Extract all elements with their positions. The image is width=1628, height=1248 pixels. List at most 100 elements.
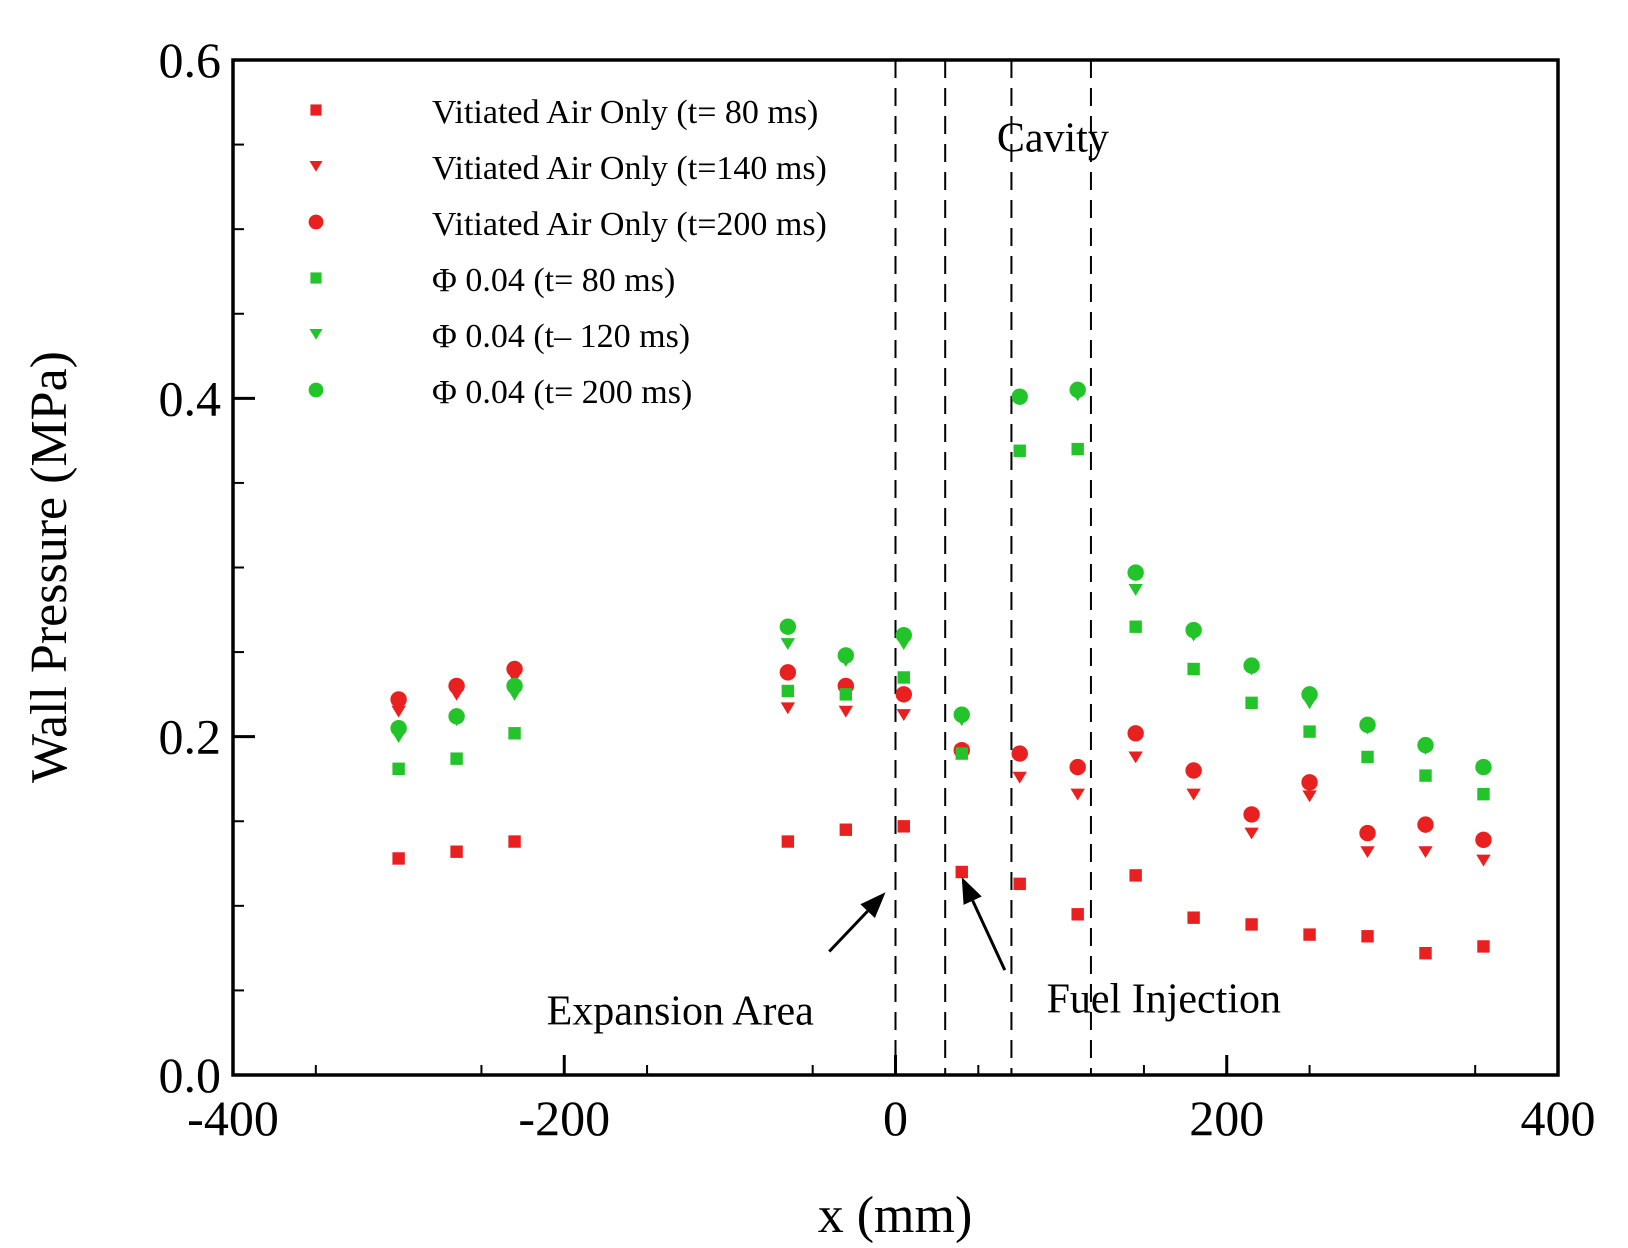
legend-marker — [310, 272, 322, 284]
data-point — [1244, 827, 1259, 840]
data-point — [390, 720, 407, 737]
data-point — [1475, 758, 1492, 776]
data-point — [1245, 918, 1258, 931]
legend-entry: Vitiated Air Only (t=200 ms) — [308, 206, 827, 243]
data-point — [781, 684, 795, 698]
data-point — [448, 677, 465, 695]
plot-frame — [231, 58, 1560, 1077]
legend-marker — [310, 104, 322, 116]
data-point — [780, 702, 796, 715]
reference-lines — [894, 60, 1092, 1075]
data-point — [1071, 908, 1084, 921]
data-point — [1475, 831, 1492, 849]
legend-label: Φ 0.04 (t= 200 ms) — [432, 374, 692, 411]
data-point — [839, 823, 853, 836]
data-point — [1127, 725, 1144, 742]
data-point — [448, 708, 465, 725]
data-point — [1243, 657, 1260, 674]
data-point — [506, 660, 523, 678]
series-1 — [392, 820, 1490, 960]
expansion-arrow — [828, 892, 886, 953]
data-point — [839, 688, 853, 701]
y-tick-label: 0.4 — [159, 370, 222, 426]
data-point — [391, 705, 406, 718]
data-point — [1129, 869, 1142, 882]
data-point — [1303, 928, 1316, 941]
series-4 — [392, 442, 1490, 801]
data-point — [390, 691, 407, 708]
y-tick-label: 0.2 — [159, 709, 222, 765]
axis-ticks: -400 -200 0 200 400 0.0 0.2 0.4 0.6 — [159, 32, 1596, 1146]
x-axis-title: x (mm) — [818, 1187, 973, 1244]
series-6 — [390, 381, 1492, 776]
data-point — [1187, 911, 1200, 924]
data-point — [1417, 736, 1434, 754]
legend-marker — [308, 214, 324, 230]
data-point — [1011, 388, 1028, 405]
legend-label: Φ 0.04 (t– 120 ms) — [432, 318, 690, 355]
arrow-head — [860, 892, 886, 919]
annotation-arrows — [828, 877, 1007, 971]
x-tick-label: 400 — [1521, 1090, 1596, 1146]
data-point — [1012, 771, 1027, 784]
data-point — [779, 618, 797, 635]
legend-marker — [309, 329, 323, 340]
legend-entry: Φ 0.04 (t= 80 ms) — [310, 262, 675, 299]
series-2 — [391, 671, 1491, 867]
data-point — [897, 820, 910, 833]
data-point — [1418, 846, 1433, 859]
data-point — [1128, 751, 1143, 764]
data-point — [779, 664, 797, 681]
data-point — [895, 626, 912, 644]
data-markers — [390, 381, 1492, 960]
data-point — [1070, 788, 1085, 801]
data-point — [1301, 774, 1318, 791]
data-point — [508, 835, 521, 848]
data-point — [1476, 854, 1491, 867]
data-point — [1359, 824, 1376, 842]
data-point — [1071, 442, 1084, 456]
data-point — [392, 762, 405, 776]
legend-label: Vitiated Air Only (t= 80 ms) — [432, 94, 818, 131]
data-point — [450, 752, 463, 765]
legend-marker — [308, 382, 324, 398]
data-point — [1243, 806, 1260, 823]
data-point — [896, 709, 911, 721]
data-point — [1419, 947, 1432, 960]
y-tick-label: 0.0 — [159, 1047, 222, 1103]
legend: Vitiated Air Only (t= 80 ms) Vitiated Air… — [308, 94, 827, 411]
data-point — [1359, 716, 1376, 734]
data-point — [1127, 564, 1144, 581]
x-tick-label: -200 — [518, 1090, 610, 1146]
legend-label: Φ 0.04 (t= 80 ms) — [432, 262, 675, 299]
data-point — [780, 638, 796, 650]
data-point — [392, 852, 405, 865]
data-point — [1303, 725, 1316, 738]
legend-label: Vitiated Air Only (t=200 ms) — [432, 206, 827, 243]
arrow-head — [961, 877, 982, 905]
data-point — [1477, 787, 1490, 801]
y-tick-label: 0.6 — [159, 32, 222, 88]
data-point — [955, 747, 968, 760]
legend-marker — [309, 161, 323, 172]
legend-entry: Φ 0.04 (t– 120 ms) — [309, 318, 690, 355]
data-point — [1302, 790, 1317, 803]
data-point — [1477, 940, 1490, 953]
data-point — [1185, 762, 1202, 779]
data-point — [1187, 662, 1200, 676]
data-point — [508, 727, 521, 740]
data-point — [1013, 444, 1026, 457]
data-point — [955, 865, 968, 879]
data-point — [450, 845, 463, 858]
fuel-injection-arrow — [961, 877, 1007, 971]
data-point — [1186, 788, 1201, 801]
data-point — [1011, 745, 1028, 762]
y-axis-title: Wall Pressure (MPa) — [21, 351, 78, 783]
arrow-shaft — [828, 910, 869, 953]
data-point — [1069, 381, 1086, 399]
data-point — [1419, 769, 1432, 782]
data-point — [1361, 750, 1374, 764]
data-point — [1301, 686, 1318, 703]
